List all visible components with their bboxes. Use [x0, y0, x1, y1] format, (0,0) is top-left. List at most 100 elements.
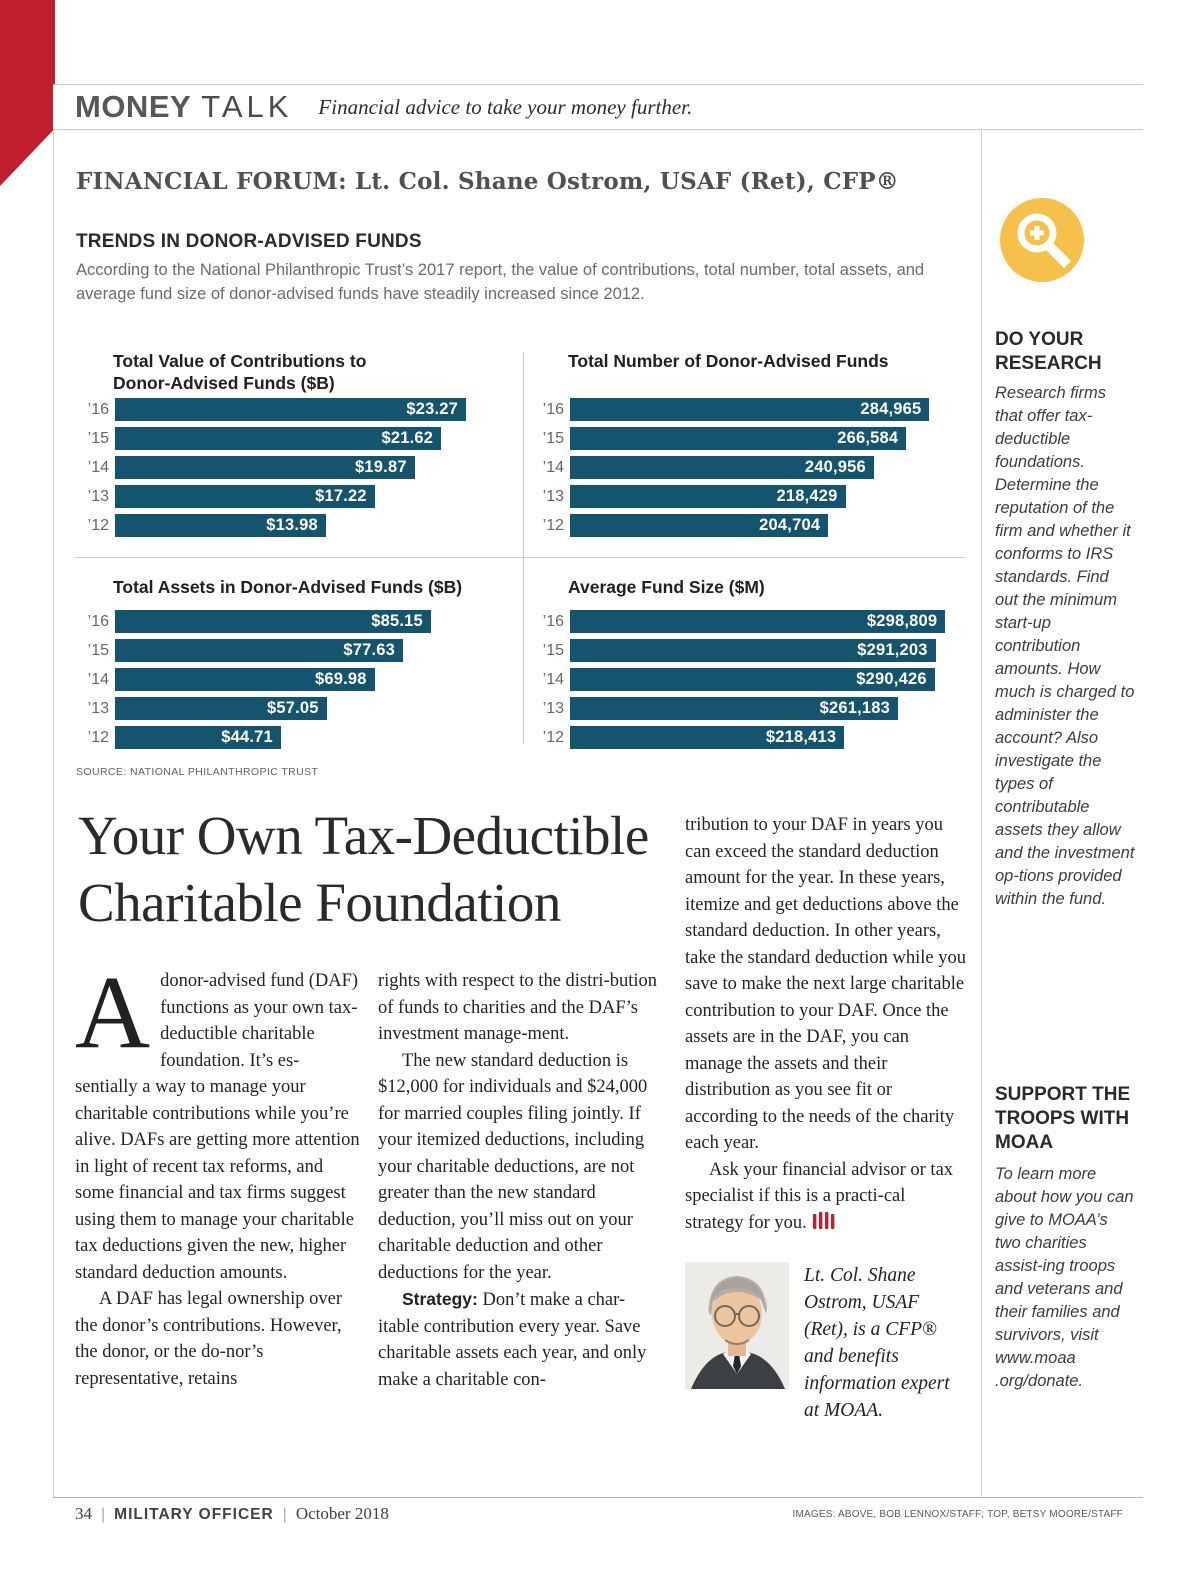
paragraph: rights with respect to the distri-bution… [378, 971, 657, 1044]
year-label: ’12 [542, 728, 564, 746]
year-label: ’16 [87, 400, 109, 418]
chart-title: Average Fund Size ($M) [568, 577, 765, 597]
paragraph-text: Don’t make a char-itable contribution ev… [378, 1290, 647, 1390]
bar: 218,429 [570, 485, 846, 508]
article-column-2: rights with respect to the distri-bution… [378, 968, 664, 1393]
financial-forum-byline: FINANCIAL FORUM: Lt. Col. Shane Ostrom, … [76, 168, 899, 195]
bar-track: $298,809 [570, 610, 965, 633]
bar-track: $17.22 [115, 485, 505, 508]
bar: $291,203 [570, 639, 936, 662]
bar-track: 218,429 [570, 485, 965, 508]
separator: | [282, 1506, 287, 1523]
chart-bars: ’16 $23.27 ’15 $21.62 ’14 $19.87 ’13 $17.22 ’12 $… [75, 398, 505, 537]
bar-track: $19.87 [115, 456, 505, 479]
bar-track: $77.63 [115, 639, 505, 662]
footer-rule [53, 1497, 1143, 1498]
bar-row: ’12 $218,413 [530, 726, 965, 749]
bar-row: ’14 $69.98 [75, 668, 505, 691]
bar-value-label: $21.62 [381, 429, 434, 447]
chart-bars: ’16 284,965 ’15 266,584 ’14 240,956 ’13 218,429… [530, 398, 965, 537]
dropcap: A [75, 955, 151, 1070]
bar: 266,584 [570, 427, 907, 450]
chart-title: Total Value of Contributions to Donor-Ad… [113, 351, 367, 393]
year-label: ’12 [542, 516, 564, 534]
bar-row: ’16 $85.15 [75, 610, 505, 633]
bar: $85.15 [115, 610, 431, 633]
bar-row: ’12 $44.71 [75, 726, 505, 749]
bar: $57.05 [115, 697, 327, 720]
year-label: ’13 [87, 487, 109, 505]
end-mark-icon [812, 1211, 835, 1229]
paragraph: Ask your financial advisor or tax specia… [685, 1157, 967, 1237]
bar: $21.62 [115, 427, 442, 450]
chart-divider-horizontal [75, 557, 965, 558]
bar-value-label: $17.22 [315, 487, 367, 505]
bar: 204,704 [570, 514, 829, 537]
year-label: ’15 [542, 429, 564, 447]
article-column-3: tribution to your DAF in years you can e… [685, 812, 967, 1424]
bar-row: ’15 $21.62 [75, 427, 505, 450]
magazine-name: MILITARY OFFICER [114, 1506, 274, 1523]
bar-value-label: 266,584 [837, 429, 899, 447]
bar-track: $44.71 [115, 726, 505, 749]
separator: | [101, 1506, 106, 1523]
bar-track: $23.27 [115, 398, 505, 421]
charts-grid: Total Value of Contributions to Donor-Ad… [75, 350, 965, 749]
left-rule [53, 130, 54, 1497]
magnifier-icon [1000, 198, 1084, 282]
year-label: ’13 [542, 699, 564, 717]
bar-track: 266,584 [570, 427, 965, 450]
sidebar-research-heading: DO YOUR RESEARCH [995, 329, 1102, 374]
bar-row: ’12 $13.98 [75, 514, 505, 537]
bar-row: ’16 $298,809 [530, 610, 965, 633]
bar-track: 284,965 [570, 398, 965, 421]
bar-value-label: 284,965 [860, 400, 922, 418]
bar-value-label: $23.27 [406, 400, 458, 418]
chart-bars: ’16 $298,809 ’15 $291,203 ’14 $290,426 ’13 $261… [530, 610, 965, 749]
sidebar-research-body: Research firms that offer tax-deductible… [995, 384, 1135, 908]
bar-value-label: $298,809 [866, 612, 938, 630]
chart-average-fund-size: Average Fund Size ($M) ’16 $298,809 ’15 $29… [530, 576, 965, 749]
year-label: ’14 [542, 458, 564, 476]
bar: $298,809 [570, 610, 946, 633]
paragraph: Strategy: Don’t make a char-itable contr… [378, 1286, 664, 1393]
chart-total-number: Total Number of Donor-Advised Funds ’16 2… [530, 350, 965, 537]
bar-value-label: $13.98 [266, 516, 318, 534]
bar-value-label: $290,426 [856, 670, 927, 688]
year-label: ’12 [87, 728, 109, 746]
bar-value-label: $19.87 [355, 458, 407, 476]
year-label: ’15 [87, 641, 109, 659]
article-title: Your Own Tax-Deductible Charitable Found… [78, 802, 728, 936]
bar-row: ’13 218,429 [530, 485, 965, 508]
bar-value-label: $44.71 [221, 728, 273, 746]
bar-row: ’13 $17.22 [75, 485, 505, 508]
bar: $17.22 [115, 485, 375, 508]
author-box: Lt. Col. Shane Ostrom, USAF (Ret), is a … [685, 1262, 967, 1424]
bar: $261,183 [570, 697, 898, 720]
author-bio: Lt. Col. Shane Ostrom, USAF (Ret), is a … [804, 1265, 950, 1421]
bar-track: $57.05 [115, 697, 505, 720]
trends-intro: According to the National Philanthropic … [76, 261, 925, 303]
year-label: ’14 [87, 458, 109, 476]
bar-row: ’12 204,704 [530, 514, 965, 537]
bar: $23.27 [115, 398, 466, 421]
bar-row: ’14 $19.87 [75, 456, 505, 479]
bar: $19.87 [115, 456, 415, 479]
sidebar-support-heading: SUPPORT THE TROOPS WITH MOAA [995, 1084, 1131, 1153]
bar-row: ’15 266,584 [530, 427, 965, 450]
bar-value-label: 240,956 [804, 458, 866, 476]
chart-title: Total Number of Donor-Advised Funds [568, 351, 889, 371]
bar-value-label: $85.15 [371, 612, 423, 630]
year-label: ’16 [87, 612, 109, 630]
chart-total-contributions: Total Value of Contributions to Donor-Ad… [75, 350, 505, 537]
bar-row: ’16 284,965 [530, 398, 965, 421]
bar-value-label: $218,413 [765, 728, 837, 746]
masthead-tagline: Financial advice to take your money furt… [318, 94, 693, 119]
bar-value-label: 204,704 [759, 516, 821, 534]
author-photo [685, 1262, 789, 1389]
bar-track: $69.98 [115, 668, 505, 691]
year-label: ’16 [542, 612, 564, 630]
bar-value-label: $57.05 [266, 699, 319, 717]
